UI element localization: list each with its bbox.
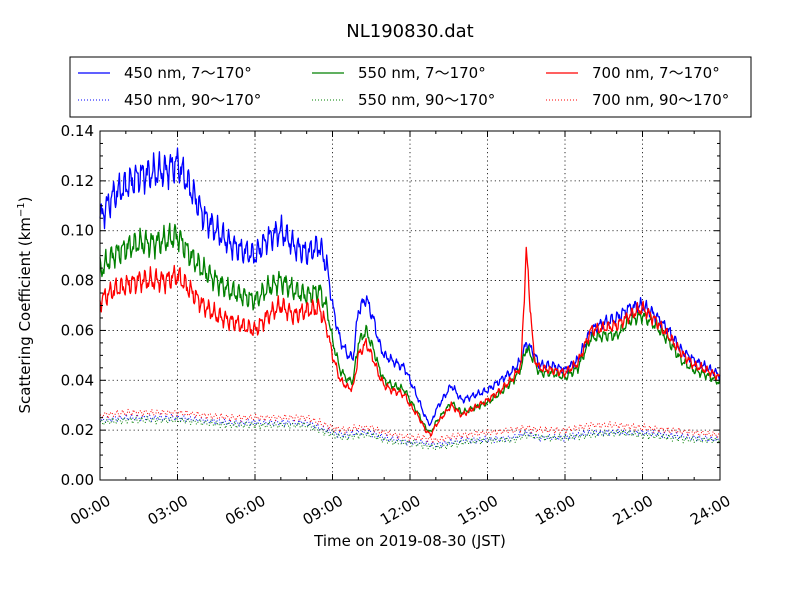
legend: 450 nm, 7～170° 550 nm, 7～170° 700 nm, 7～17… [69, 56, 752, 118]
x-axis-label: Time on 2019-08-30 (JST) [313, 532, 506, 550]
y-tick-label: 0.00 [61, 471, 94, 489]
x-tick-label: 12:00 [377, 492, 423, 529]
y-tick-label: 0.06 [61, 321, 94, 339]
legend-label: 700 nm, 7～170° [592, 64, 720, 82]
x-tick-label: 15:00 [455, 492, 501, 529]
y-tick-label: 0.12 [61, 172, 94, 190]
x-tick-label: 24:00 [687, 492, 733, 529]
y-tick-label: 0.04 [61, 371, 94, 389]
chart-title: NL190830.dat [346, 21, 473, 42]
series-line-3 [99, 413, 720, 449]
x-tick-label: 00:00 [67, 492, 113, 529]
series-layer [99, 147, 721, 450]
y-tick-label: 0.14 [61, 122, 94, 140]
ticks: 00:00 03:00 06:00 09:00 12:00 15:00 18:00 21:00… [61, 122, 734, 529]
y-axis-label-sup: −1 [16, 202, 27, 217]
legend-label: 450 nm, 90～170° [124, 91, 261, 109]
y-tick-label: 0.08 [61, 272, 94, 290]
series-line-0 [99, 147, 721, 427]
legend-label: 550 nm, 7～170° [358, 64, 486, 82]
series-line-2 [99, 246, 721, 437]
legend-label: 450 nm, 7～170° [124, 64, 252, 82]
series-line-5 [99, 408, 720, 444]
x-tick-label: 03:00 [145, 492, 191, 529]
x-tick-label: 09:00 [300, 492, 346, 529]
x-tick-label: 06:00 [222, 492, 268, 529]
y-axis-label: Scattering Coefficient (km−1) [16, 196, 34, 413]
x-tick-label: 18:00 [532, 492, 578, 529]
series-line-4 [99, 415, 720, 450]
legend-label: 550 nm, 90～170° [358, 91, 495, 109]
legend-label: 700 nm, 90～170° [592, 91, 729, 109]
y-tick-label: 0.02 [61, 421, 94, 439]
y-axis-label-end: ) [16, 196, 34, 202]
y-tick-label: 0.10 [61, 222, 94, 240]
x-tick-label: 21:00 [610, 492, 656, 529]
series-line-1 [99, 222, 721, 433]
legend-box [69, 56, 752, 118]
y-axis-label-base: Scattering Coefficient (km [16, 217, 34, 413]
